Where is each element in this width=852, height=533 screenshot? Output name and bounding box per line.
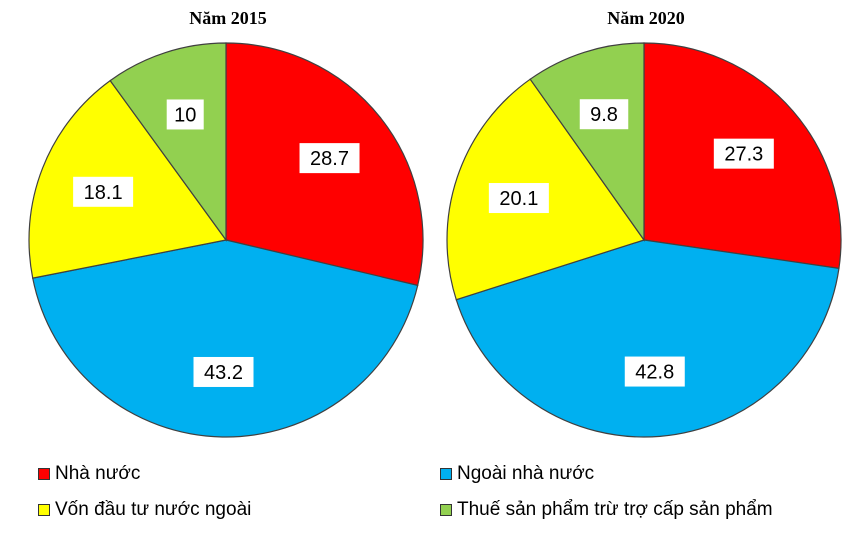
data-label-thue-san-pham: 10: [166, 99, 204, 130]
data-label-box: [713, 138, 774, 169]
legend-item-nha-nuoc: Nhà nước: [38, 463, 140, 485]
legend-swatch-thue-san-pham: [440, 504, 452, 516]
data-label-nha-nuoc: 28.7: [299, 143, 360, 174]
data-label-ngoai-nha-nuoc: 42.8: [624, 356, 685, 387]
data-label-text: 28.7: [310, 148, 349, 170]
data-label-text: 10: [174, 104, 196, 126]
legend-label-von-dau-tu-nuoc-ngoai: Vốn đầu tư nước ngoài: [55, 499, 252, 520]
legend-swatch-nha-nuoc: [38, 468, 50, 480]
legend-label-nha-nuoc: Nhà nước: [55, 463, 141, 484]
pie-chart-2015: Năm 2015 28.7 43.2 18.1 10: [28, 8, 424, 438]
chart-title: Năm 2015: [189, 8, 267, 28]
data-label-text: 9.8: [590, 104, 618, 126]
data-label-box: [193, 356, 254, 387]
legend-label-ngoai-nha-nuoc: Ngoài nhà nước: [457, 463, 595, 484]
data-label-box: [73, 176, 134, 207]
data-label-text: 43.2: [204, 362, 243, 384]
legend-swatch-ngoai-nha-nuoc: [440, 468, 452, 480]
pie-slice-thue-san-pham: [109, 42, 227, 242]
legend-item-von-dau-tu-nuoc-ngoai: Vốn đầu tư nước ngoài: [38, 499, 251, 521]
legend-swatch-von-dau-tu-nuoc-ngoai: [38, 504, 50, 516]
data-label-text: 20.1: [499, 188, 538, 210]
data-label-box: [624, 356, 685, 387]
legend-item-ngoai-nha-nuoc: Ngoài nhà nước: [440, 463, 594, 485]
pie-slice-ngoai-nha-nuoc: [455, 239, 840, 438]
data-label-box: [166, 99, 204, 130]
data-label-nha-nuoc: 27.3: [713, 138, 774, 169]
data-label-box: [579, 99, 629, 130]
data-label-box: [299, 143, 360, 174]
data-label-text: 42.8: [635, 362, 674, 384]
legend: Nhà nước Ngoài nhà nước Vốn đầu tư nước …: [0, 455, 852, 533]
pie-slice-thue-san-pham: [529, 42, 645, 242]
data-label-von-dau-tu-nuoc-ngoai: 18.1: [73, 176, 134, 207]
data-label-text: 27.3: [724, 144, 763, 166]
pie-chart-2020: Năm 2020 27.3 42.8 20.1 9.8: [446, 8, 842, 438]
pie-slice-ngoai-nha-nuoc: [32, 239, 419, 438]
legend-label-thue-san-pham: Thuế sản phẩm trừ trợ cấp sản phẩm: [457, 499, 773, 520]
data-label-box: [488, 183, 549, 214]
data-label-von-dau-tu-nuoc-ngoai: 20.1: [488, 183, 549, 214]
data-label-text: 18.1: [84, 182, 123, 204]
chart-title: Năm 2020: [607, 8, 685, 28]
data-label-ngoai-nha-nuoc: 43.2: [193, 356, 254, 387]
legend-item-thue-san-pham: Thuế sản phẩm trừ trợ cấp sản phẩm: [440, 499, 773, 521]
data-label-thue-san-pham: 9.8: [579, 99, 629, 130]
